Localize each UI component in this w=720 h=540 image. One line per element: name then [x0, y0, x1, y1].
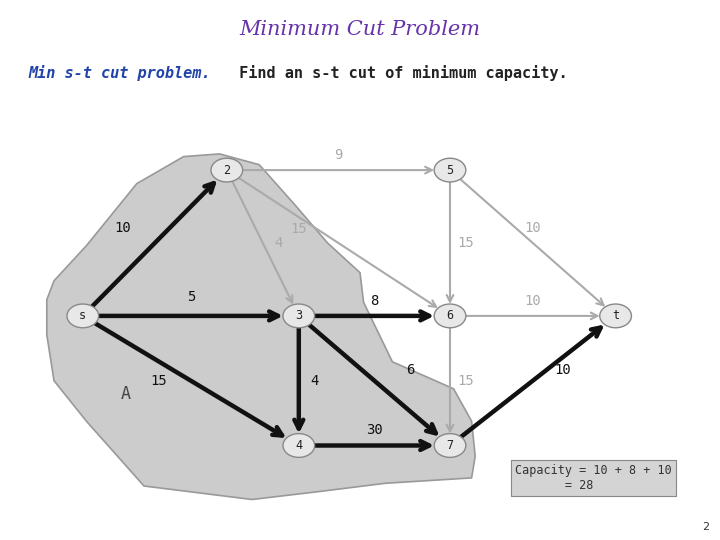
Circle shape	[600, 304, 631, 328]
Text: 30: 30	[366, 423, 383, 437]
Text: 6: 6	[406, 363, 415, 377]
Text: 4: 4	[295, 439, 302, 452]
Text: Find an s-t cut of minimum capacity.: Find an s-t cut of minimum capacity.	[230, 65, 568, 81]
Text: 8: 8	[370, 294, 379, 308]
Circle shape	[283, 304, 315, 328]
Text: s: s	[79, 309, 86, 322]
Text: t: t	[612, 309, 619, 322]
Text: 5: 5	[186, 290, 195, 304]
Polygon shape	[47, 154, 475, 500]
Circle shape	[434, 304, 466, 328]
Text: 6: 6	[446, 309, 454, 322]
Text: 10: 10	[554, 363, 572, 377]
Text: 5: 5	[446, 164, 454, 177]
Circle shape	[211, 158, 243, 182]
Text: 15: 15	[290, 222, 307, 237]
Text: 10: 10	[524, 221, 541, 235]
Text: 4: 4	[310, 374, 319, 388]
Text: Min s-t cut problem.: Min s-t cut problem.	[29, 65, 211, 81]
Text: 7: 7	[446, 439, 454, 452]
Circle shape	[67, 304, 99, 328]
Text: 15: 15	[150, 374, 167, 388]
Text: 15: 15	[457, 236, 474, 250]
Text: 4: 4	[274, 236, 283, 250]
Text: Capacity = 10 + 8 + 10
       = 28: Capacity = 10 + 8 + 10 = 28	[515, 464, 672, 492]
Text: 9: 9	[334, 148, 343, 162]
Text: A: A	[121, 385, 131, 403]
Circle shape	[283, 434, 315, 457]
Text: 3: 3	[295, 309, 302, 322]
Circle shape	[434, 434, 466, 457]
Text: 2: 2	[702, 522, 709, 532]
Text: 15: 15	[457, 374, 474, 388]
Text: 10: 10	[524, 294, 541, 308]
Text: 10: 10	[114, 221, 131, 235]
Circle shape	[434, 158, 466, 182]
Text: Minimum Cut Problem: Minimum Cut Problem	[240, 20, 480, 39]
Text: 2: 2	[223, 164, 230, 177]
